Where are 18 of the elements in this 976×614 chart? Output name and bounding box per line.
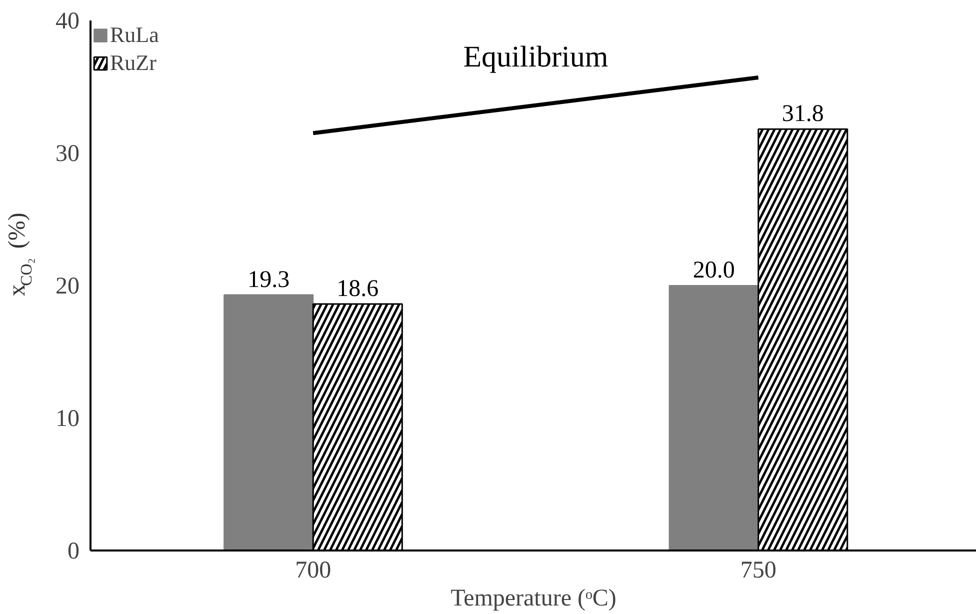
text: 19.3 <box>248 266 290 293</box>
y-tick-label: 0 <box>68 538 80 564</box>
text: 20.0 <box>692 258 735 284</box>
legend-label: RuLa <box>110 22 159 48</box>
y-tick-label: 30 <box>56 141 80 167</box>
x-tick-label: 750 <box>740 558 776 584</box>
y-tick-label: 40 <box>56 8 80 34</box>
y-tick-label: 20 <box>56 274 80 300</box>
legend-label: RuZr <box>110 50 156 76</box>
text: 31.8 <box>782 101 824 128</box>
y-axis-title: xCO₂ (%) <box>4 212 36 296</box>
x-tick-label: 700 <box>295 558 332 584</box>
x-axis-title: Temperature (ᵒC) <box>450 586 616 612</box>
series-label: Equilibrium <box>463 40 608 74</box>
bar <box>668 285 759 550</box>
y-tick-label: 10 <box>56 406 80 432</box>
text: 18.6 <box>336 276 379 302</box>
bar <box>224 294 314 550</box>
